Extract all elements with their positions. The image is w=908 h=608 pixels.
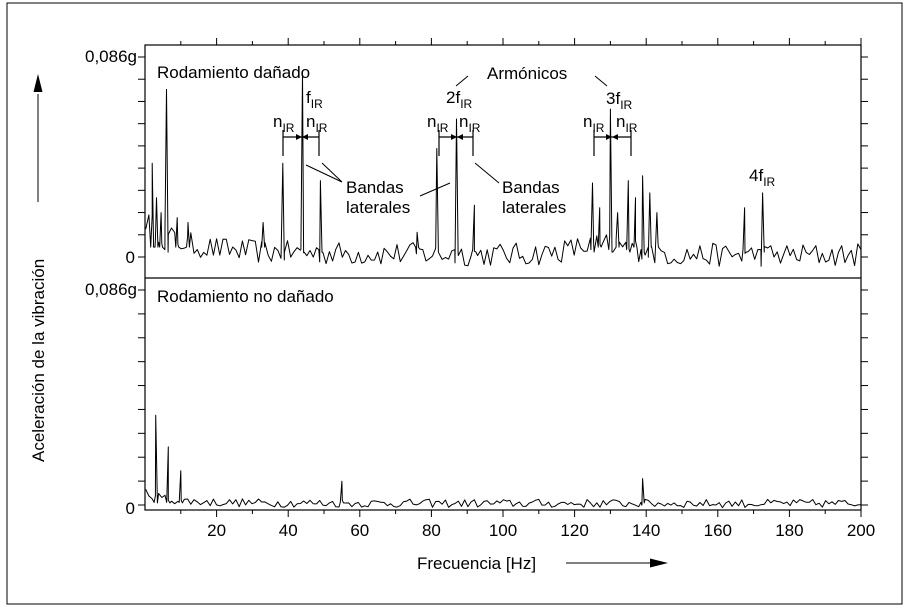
x-axis-label: Frecuencia [Hz] xyxy=(417,554,536,573)
top-panel-y-max-label: 0,086g xyxy=(85,47,137,66)
series-line-damaged xyxy=(145,71,862,267)
sidebands-label-1-line1: Bandas xyxy=(346,178,404,197)
top-panel-y-zero-label: 0 xyxy=(126,248,135,267)
x-tick-label: 200 xyxy=(847,521,875,540)
harmonics-header: Armónicos xyxy=(487,64,567,83)
sidebands-annotations: Bandas laterales Bandas laterales xyxy=(305,162,566,217)
x-axis-arrow-head xyxy=(650,558,668,568)
sidebands-leader-1 xyxy=(305,162,343,183)
x-tick-label: 60 xyxy=(350,521,369,540)
bottom-panel-y-max-label: 0,086g xyxy=(85,280,137,299)
bottom-panel-y-zero-label: 0 xyxy=(126,499,135,518)
spacing-arrowheads xyxy=(296,134,618,140)
x-tick-label: 40 xyxy=(279,521,298,540)
x-tick-label: 100 xyxy=(489,521,517,540)
figure-frame xyxy=(6,2,903,605)
harmonic-label-3: 3fIR xyxy=(606,89,633,112)
spacing-label-1b: nIR xyxy=(306,112,328,135)
x-tick-label: 160 xyxy=(704,521,732,540)
spacing-label-3b: nIR xyxy=(616,112,638,135)
harmonics-annotation: Armónicos fIR 2fIR 3fIR 4fIR xyxy=(306,64,776,189)
sidebands-leader-2 xyxy=(419,162,500,197)
y-axis-label: Aceleración de la vibración xyxy=(29,259,48,462)
x-tick-label: 180 xyxy=(775,521,803,540)
top-panel-title: Rodamiento dañado xyxy=(157,63,310,82)
sidebands-label-1-line2: laterales xyxy=(346,198,410,217)
spacing-label-2b: nIR xyxy=(459,112,481,135)
sidebands-label-2-line2: laterales xyxy=(502,198,566,217)
x-tick-label: 80 xyxy=(422,521,441,540)
harmonic-label-2: 2fIR xyxy=(446,88,473,111)
harmonic-label-4: 4fIR xyxy=(749,166,776,189)
spacing-label-2a: nIR xyxy=(427,112,449,135)
harmonics-leader-right xyxy=(594,75,608,87)
bottom-panel-title: Rodamiento no dañado xyxy=(157,287,334,306)
x-tick-label: 140 xyxy=(632,521,660,540)
sidebands-label-2-line1: Bandas xyxy=(502,178,560,197)
y-axis-arrow-head xyxy=(33,74,43,92)
harmonics-leader-left xyxy=(455,75,469,87)
axis-ticks xyxy=(138,38,868,517)
spacing-label-3a: nIR xyxy=(583,112,605,135)
x-axis-label-group: Frecuencia [Hz] xyxy=(417,554,668,573)
sideband-spacing-annotations: nIR nIR nIR nIR nIR nIR xyxy=(273,112,638,156)
harmonic-label-1: fIR xyxy=(306,88,323,111)
spacing-label-1a: nIR xyxy=(273,112,295,135)
x-tick-label: 120 xyxy=(560,521,588,540)
series-line-undamaged xyxy=(145,414,862,509)
y-axis-label-group: Aceleración de la vibración xyxy=(29,74,48,462)
x-tick-labels: 20 40 60 80 100 120 140 160 180 200 xyxy=(207,521,875,540)
x-tick-label: 20 xyxy=(207,521,226,540)
